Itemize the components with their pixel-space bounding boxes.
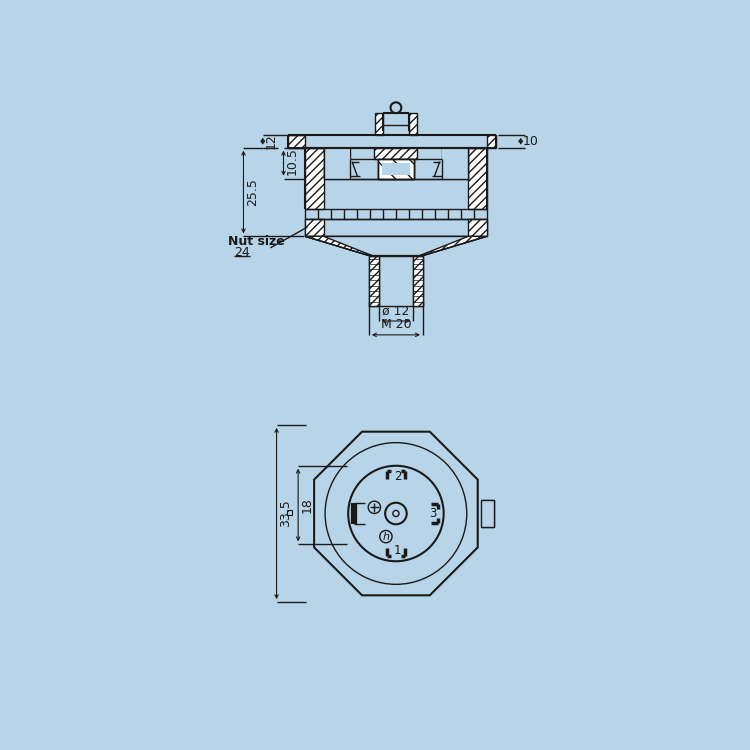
Text: 2: 2 — [394, 470, 401, 483]
Circle shape — [348, 466, 444, 561]
Polygon shape — [305, 148, 323, 209]
Polygon shape — [314, 432, 478, 596]
Text: 18: 18 — [292, 503, 305, 519]
Polygon shape — [288, 135, 305, 148]
Polygon shape — [378, 159, 414, 178]
Polygon shape — [468, 219, 487, 236]
Bar — [481, 500, 494, 527]
Text: h: h — [382, 532, 389, 542]
Circle shape — [380, 530, 392, 543]
Text: 10: 10 — [523, 135, 538, 148]
Text: 12: 12 — [265, 134, 278, 149]
Circle shape — [386, 503, 406, 524]
Circle shape — [393, 511, 399, 517]
Bar — [382, 164, 410, 175]
Polygon shape — [305, 219, 323, 236]
Text: 24: 24 — [234, 246, 250, 259]
Polygon shape — [442, 148, 468, 178]
Circle shape — [325, 442, 466, 584]
Bar — [323, 148, 350, 178]
Text: 33.5: 33.5 — [279, 500, 292, 527]
Polygon shape — [374, 148, 418, 159]
Text: Nut size: Nut size — [228, 236, 285, 248]
Text: 25.5: 25.5 — [246, 178, 259, 206]
Polygon shape — [420, 236, 487, 256]
Text: 10.5: 10.5 — [286, 147, 298, 175]
Polygon shape — [413, 256, 423, 305]
Text: M 20: M 20 — [380, 318, 411, 331]
Bar — [350, 159, 442, 178]
Bar — [442, 148, 468, 178]
Text: 3: 3 — [429, 507, 436, 520]
Polygon shape — [468, 148, 487, 209]
Polygon shape — [369, 256, 379, 305]
Bar — [287, 511, 292, 515]
Polygon shape — [305, 236, 372, 256]
Polygon shape — [375, 113, 382, 135]
Text: 18: 18 — [301, 497, 313, 513]
Polygon shape — [378, 159, 414, 178]
Polygon shape — [305, 236, 487, 256]
Polygon shape — [409, 113, 417, 135]
Circle shape — [368, 501, 380, 514]
Polygon shape — [323, 148, 350, 178]
Polygon shape — [487, 135, 496, 148]
Circle shape — [391, 102, 401, 113]
Text: ø 12: ø 12 — [382, 304, 410, 317]
Text: 1: 1 — [394, 544, 401, 557]
